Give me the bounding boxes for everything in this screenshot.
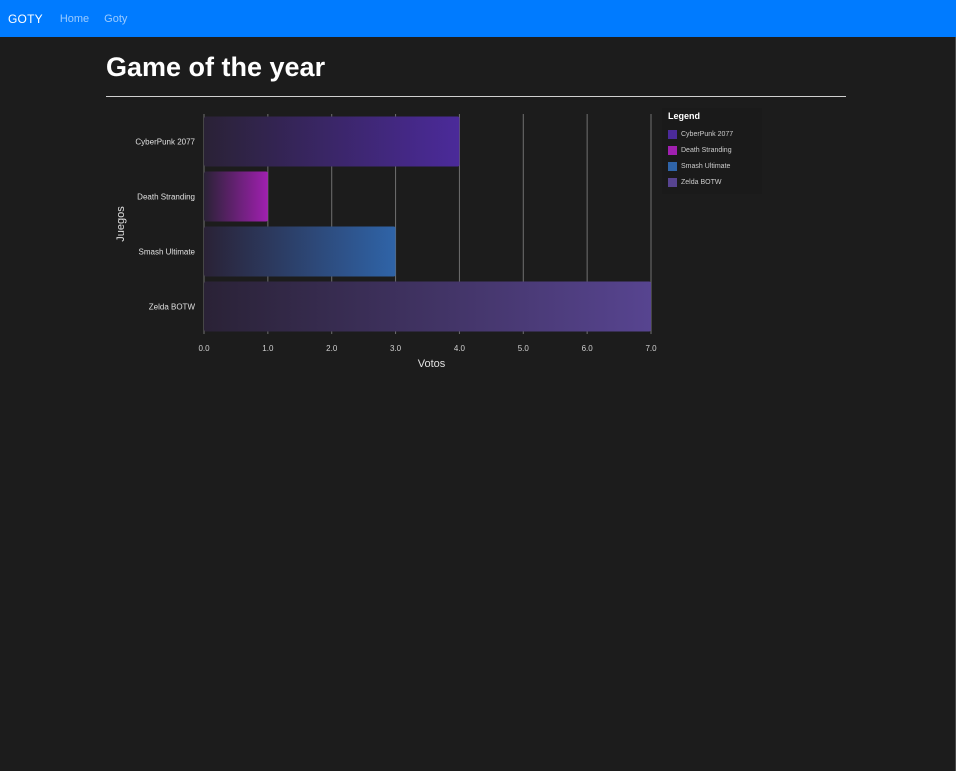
y-tick-label: Smash Ultimate (139, 248, 196, 257)
bar-zelda-botw[interactable] (204, 281, 651, 332)
x-tick-label: 7.0 (645, 344, 657, 353)
legend-item[interactable]: Zelda BOTW (668, 177, 721, 187)
legend-label: Zelda BOTW (681, 178, 722, 186)
x-tick-label: 1.0 (262, 344, 274, 353)
legend-swatch (668, 129, 677, 139)
top-navbar: GOTY Home Goty (0, 0, 956, 37)
legend-swatch (668, 145, 677, 155)
bar-cyberpunk-2077[interactable] (204, 116, 460, 167)
y-tick-label: Death Stranding (137, 193, 195, 202)
nav-link-home[interactable]: Home (59, 12, 90, 25)
x-tick-label: 6.0 (582, 344, 594, 353)
legend-item[interactable]: CyberPunk 2077 (668, 129, 733, 139)
y-axis-label: Juegos (115, 206, 127, 242)
x-axis-label: Votos (418, 358, 446, 370)
x-tick-label: 0.0 (198, 344, 210, 353)
nav-link-goty[interactable]: Goty (104, 12, 128, 25)
legend-label: Death Stranding (681, 146, 732, 154)
title-divider (106, 96, 846, 97)
y-tick-label: CyberPunk 2077 (135, 138, 195, 147)
legend-label: Smash Ultimate (681, 162, 731, 170)
legend-item[interactable]: Death Stranding (668, 145, 732, 155)
page-title: Game of the year (106, 52, 326, 82)
legend-title: Legend (668, 111, 701, 121)
x-tick-label: 5.0 (518, 344, 530, 353)
bar-smash-ultimate[interactable] (204, 226, 396, 277)
chart-legend: Legend CyberPunk 2077 Death Stranding Smas… (662, 108, 762, 194)
x-tick-label: 3.0 (390, 344, 402, 353)
legend-label: CyberPunk 2077 (681, 130, 734, 138)
legend-swatch (668, 161, 677, 171)
votes-bar-chart: 0.0 1.0 2.0 3.0 4.0 5.0 6.0 7.0 CyberPunk 2077 De… (115, 114, 657, 370)
bar-death-stranding[interactable] (204, 171, 268, 222)
x-tick-label: 4.0 (454, 344, 466, 353)
legend-swatch (668, 177, 677, 187)
y-tick-label: Zelda BOTW (149, 303, 196, 312)
legend-item[interactable]: Smash Ultimate (668, 161, 730, 171)
x-tick-label: 2.0 (326, 344, 338, 353)
brand-link[interactable]: GOTY (8, 11, 43, 26)
